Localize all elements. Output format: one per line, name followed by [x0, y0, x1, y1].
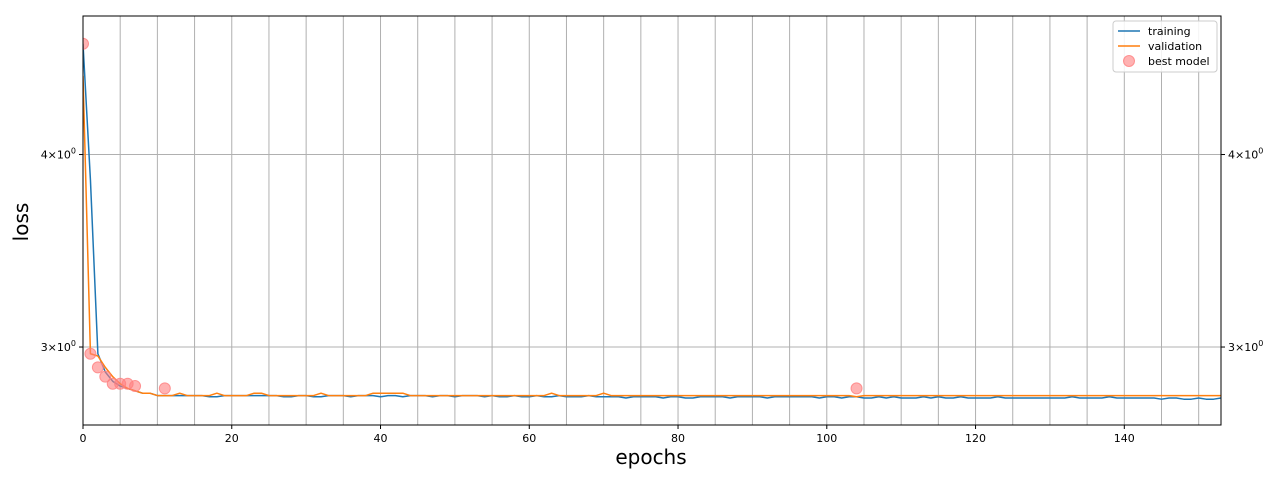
- x-axis-ticks: 0 20 40 60 80 100 120 140: [80, 425, 1135, 445]
- series-validation: [83, 75, 1221, 398]
- x-tick-label: 0: [80, 432, 87, 445]
- x-axis-label: epochs: [615, 445, 686, 469]
- legend-label: best model: [1148, 55, 1210, 68]
- x-tick-label: 20: [225, 432, 239, 445]
- grid: [83, 16, 1221, 425]
- x-tick-label: 40: [374, 432, 388, 445]
- legend-label: training: [1148, 25, 1191, 38]
- best-model-marker: [83, 37, 89, 50]
- x-tick-label: 80: [671, 432, 685, 445]
- best-model-marker: [91, 361, 104, 374]
- x-tick-label: 60: [522, 432, 536, 445]
- y-axis-label: loss: [9, 203, 33, 242]
- legend-label: validation: [1148, 40, 1202, 53]
- legend-swatch-best-model: [1123, 55, 1135, 67]
- x-tick-label: 120: [965, 432, 986, 445]
- y-tick-label-right: 4×100: [1228, 147, 1263, 162]
- legend: training validation best model: [1112, 20, 1218, 73]
- best-model-marker: [850, 382, 863, 395]
- plot-frame: [82, 15, 1222, 426]
- legend-box: [1112, 20, 1218, 73]
- x-tick-label: 100: [816, 432, 837, 445]
- x-tick-label: 140: [1114, 432, 1135, 445]
- best-model-marker: [129, 380, 142, 393]
- plot-lines: [83, 37, 1221, 400]
- best-model-marker: [99, 370, 112, 383]
- y-tick-label-left: 4×100: [41, 147, 76, 162]
- best-model-marker: [158, 382, 171, 395]
- y-tick-label-left: 3×100: [41, 339, 76, 354]
- best-model-marker: [84, 347, 97, 360]
- y-axis-ticks: 3×100 3×100 4×100 4×100: [41, 147, 1264, 355]
- y-tick-label-right: 3×100: [1228, 339, 1263, 354]
